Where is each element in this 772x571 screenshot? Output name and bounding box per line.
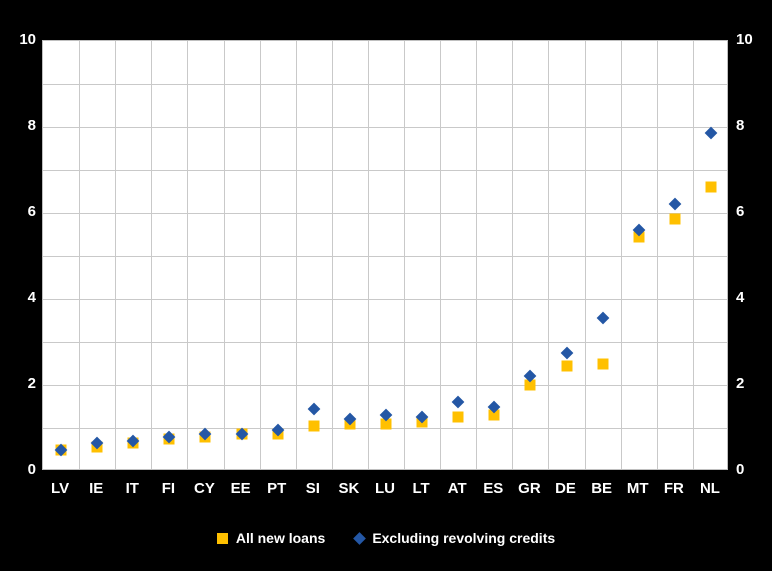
gridline-vertical [187, 41, 189, 469]
y-tick-label-left-0: 0 [27, 461, 36, 478]
data-point-diamond-SI [307, 402, 321, 416]
y-tick-label-left-2: 2 [27, 375, 36, 392]
gridline-vertical [476, 41, 478, 469]
x-tick-label-IE: IE [89, 480, 104, 497]
legend-item: All new loans [216, 530, 326, 546]
legend-marker-square-icon [216, 532, 228, 544]
gridline-vertical [259, 41, 261, 469]
y-tick-label-right-10: 10 [736, 31, 753, 48]
x-tick-label-MT: MT [626, 480, 649, 497]
y-tick-label-left-8: 8 [27, 117, 36, 134]
legend: All new loans Excluding revolving credits [0, 530, 772, 546]
gridline-horizontal [43, 170, 727, 171]
y-tick-label-left-4: 4 [27, 289, 36, 306]
y-tick-label-right-8: 8 [736, 117, 745, 134]
data-point-square-AT [452, 411, 464, 423]
data-point-square-ES [488, 409, 500, 421]
gridline-horizontal [43, 84, 727, 85]
x-tick-label-BE: BE [591, 480, 613, 497]
x-tick-label-PT: PT [267, 480, 287, 497]
x-tick-label-GR: GR [518, 480, 541, 497]
gridline-vertical [692, 41, 694, 469]
x-tick-label-FR: FR [663, 480, 684, 497]
gridline-vertical [367, 41, 369, 469]
data-point-square-DE [561, 360, 573, 372]
gridline-horizontal [43, 256, 727, 257]
gridline-horizontal [43, 385, 727, 386]
y-tick-label-left-10: 10 [19, 31, 36, 48]
data-point-diamond-NL [704, 127, 718, 140]
plot-area [42, 40, 728, 470]
gridline-horizontal [43, 213, 727, 214]
gridline-vertical [584, 41, 586, 469]
data-point-square-BE [597, 358, 609, 369]
data-point-square-MT [633, 231, 645, 243]
x-tick-label-SI: SI [305, 480, 320, 497]
gridline-vertical [295, 41, 297, 469]
gridline-vertical [512, 41, 514, 469]
x-tick-label-IT: IT [125, 480, 139, 497]
data-point-square-LU [380, 418, 392, 430]
legend-label: All new loans [235, 530, 326, 546]
gridline-vertical [223, 41, 225, 469]
gridline-vertical [620, 41, 622, 469]
gridline-vertical [404, 41, 406, 469]
legend-label: Excluding revolving credits [372, 530, 556, 546]
x-tick-label-AT: AT [447, 480, 467, 497]
data-point-square-FR [669, 213, 681, 225]
gridline-horizontal [43, 127, 727, 128]
data-point-diamond-DE [560, 346, 573, 360]
x-tick-label-NL: NL [699, 480, 720, 497]
x-tick-label-LT: LT [412, 480, 430, 497]
y-tick-label-right-0: 0 [736, 461, 745, 478]
data-point-square-SI [308, 420, 320, 432]
x-tick-label-FI: FI [161, 480, 176, 497]
x-tick-label-SK: SK [338, 480, 360, 497]
gridline-vertical [656, 41, 658, 469]
x-tick-label-DE: DE [555, 480, 576, 497]
gridline-horizontal [43, 342, 727, 343]
gridline-vertical [115, 41, 117, 469]
data-point-diamond-AT [451, 395, 465, 409]
x-tick-label-CY: CY [194, 480, 215, 497]
gridline-vertical [331, 41, 333, 469]
legend-item: Excluding revolving credits [353, 530, 556, 546]
data-point-diamond-FR [668, 198, 682, 211]
data-point-diamond-BE [596, 311, 609, 325]
y-tick-label-right-4: 4 [736, 289, 745, 306]
gridline-vertical [79, 41, 81, 469]
data-point-square-NL [705, 181, 717, 193]
y-tick-label-right-2: 2 [736, 375, 745, 392]
data-point-square-GR [524, 379, 536, 391]
gridline-vertical [548, 41, 550, 469]
legend-marker-diamond-icon [353, 531, 367, 545]
gridline-horizontal [43, 299, 727, 300]
x-tick-label-LV: LV [51, 480, 70, 497]
gridline-vertical [440, 41, 442, 469]
y-tick-label-right-6: 6 [736, 203, 745, 220]
x-tick-label-EE: EE [230, 480, 251, 497]
x-tick-label-ES: ES [483, 480, 504, 497]
y-tick-label-left-6: 6 [27, 203, 36, 220]
gridline-vertical [151, 41, 153, 469]
x-tick-label-LU: LU [375, 480, 395, 497]
